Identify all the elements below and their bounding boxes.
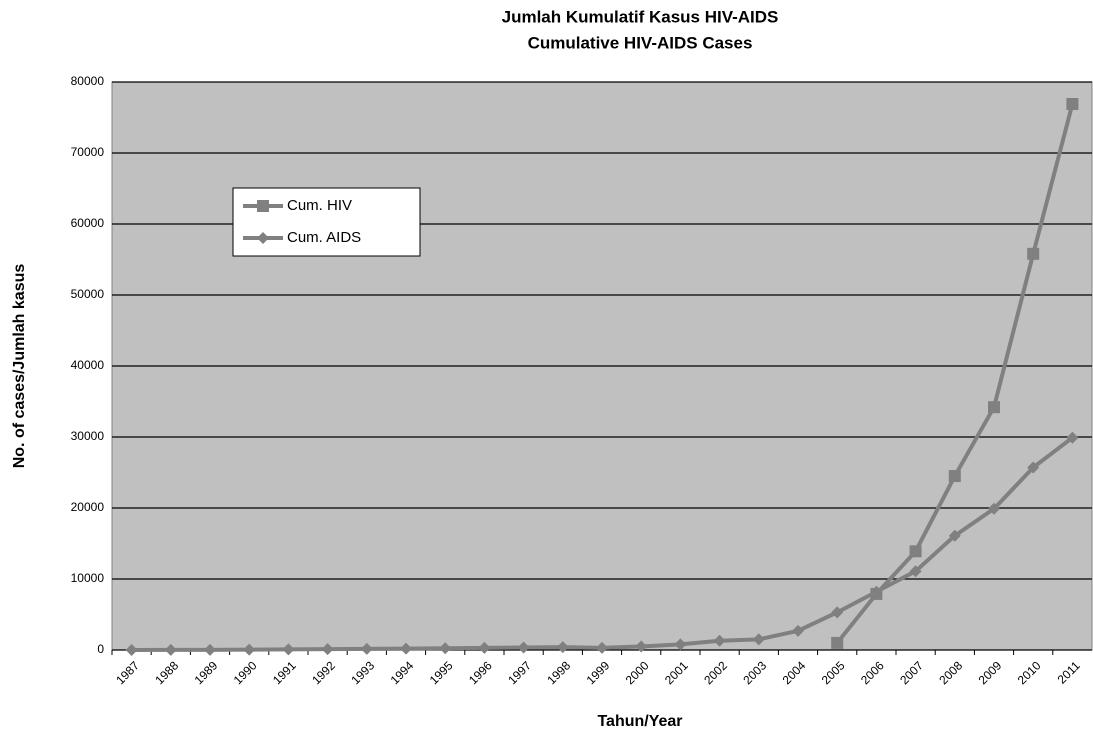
x-tick-label: 2001 xyxy=(662,658,691,687)
marker xyxy=(204,643,216,656)
marker xyxy=(1027,461,1040,474)
marker xyxy=(257,200,269,212)
x-tick-label: 2007 xyxy=(897,658,926,687)
y-tick-label: 80000 xyxy=(71,74,105,88)
marker xyxy=(321,643,334,656)
marker xyxy=(909,565,922,578)
x-tick-label: 1991 xyxy=(270,658,299,687)
y-tick-label: 10000 xyxy=(71,571,105,585)
marker xyxy=(870,585,883,598)
marker xyxy=(635,640,648,653)
x-axis-label: Tahun/Year xyxy=(597,713,682,730)
marker xyxy=(948,529,961,542)
legend xyxy=(232,187,421,257)
y-tick-label: 40000 xyxy=(71,358,105,372)
marker xyxy=(517,641,530,654)
marker xyxy=(596,641,608,654)
legend-label: Cum. AIDS xyxy=(287,229,361,246)
x-tick-label: 1989 xyxy=(192,658,221,687)
marker xyxy=(948,470,961,483)
x-tick-label: 2009 xyxy=(976,658,1005,687)
chart-title: Jumlah Kumulatif Kasus HIV-AIDS xyxy=(502,7,779,26)
x-tick-label: 2011 xyxy=(1055,658,1083,686)
marker xyxy=(909,545,922,558)
marker xyxy=(556,641,569,654)
y-tick-label: 50000 xyxy=(71,287,105,301)
marker xyxy=(257,232,269,244)
x-tick-label: 2002 xyxy=(701,658,730,687)
marker xyxy=(125,643,138,656)
x-tick-label: 2003 xyxy=(740,658,769,687)
x-tick-label: 2008 xyxy=(936,658,965,687)
y-tick-label: 30000 xyxy=(71,429,105,443)
marker xyxy=(988,502,1000,515)
x-tick-label: 1988 xyxy=(152,658,181,687)
marker xyxy=(243,643,256,656)
marker xyxy=(831,606,844,619)
x-tick-label: 1990 xyxy=(231,658,260,687)
x-tick-label: 2006 xyxy=(858,658,887,687)
marker xyxy=(988,401,1000,414)
x-tick-label: 2010 xyxy=(1015,658,1044,687)
x-tick-label: 1993 xyxy=(348,658,377,687)
y-axis-label: No. of cases/Jumlah kasus xyxy=(11,264,28,469)
marker xyxy=(1027,247,1040,260)
x-tick-label: 1992 xyxy=(309,658,338,687)
marker xyxy=(1066,431,1079,444)
marker xyxy=(282,643,295,656)
x-tick-label: 2000 xyxy=(623,658,652,687)
marker xyxy=(713,634,726,647)
marker xyxy=(360,642,373,655)
x-tick-label: 1997 xyxy=(505,658,534,687)
x-tick-label: 1999 xyxy=(584,658,613,687)
x-tick-label: 2005 xyxy=(819,658,848,687)
y-tick-label: 70000 xyxy=(71,145,105,159)
y-tick-label: 0 xyxy=(97,642,104,656)
marker xyxy=(792,624,804,637)
x-tick-label: 1995 xyxy=(427,658,456,687)
x-tick-label: 1987 xyxy=(113,658,142,687)
x-tick-label: 1996 xyxy=(466,658,495,687)
marker xyxy=(478,641,491,654)
marker xyxy=(752,633,765,646)
marker xyxy=(439,642,452,655)
marker xyxy=(674,638,687,651)
marker xyxy=(400,642,412,655)
marker xyxy=(164,643,177,656)
y-tick-label: 60000 xyxy=(71,216,105,230)
x-tick-label: 1998 xyxy=(544,658,573,687)
chart-subtitle: Cumulative HIV-AIDS Cases xyxy=(528,33,753,52)
marker xyxy=(1066,98,1079,111)
x-tick-label: 1994 xyxy=(388,658,417,687)
y-tick-label: 20000 xyxy=(71,500,105,514)
marker xyxy=(831,636,844,649)
x-tick-label: 2004 xyxy=(780,658,809,687)
legend-label: Cum. HIV xyxy=(287,197,352,214)
